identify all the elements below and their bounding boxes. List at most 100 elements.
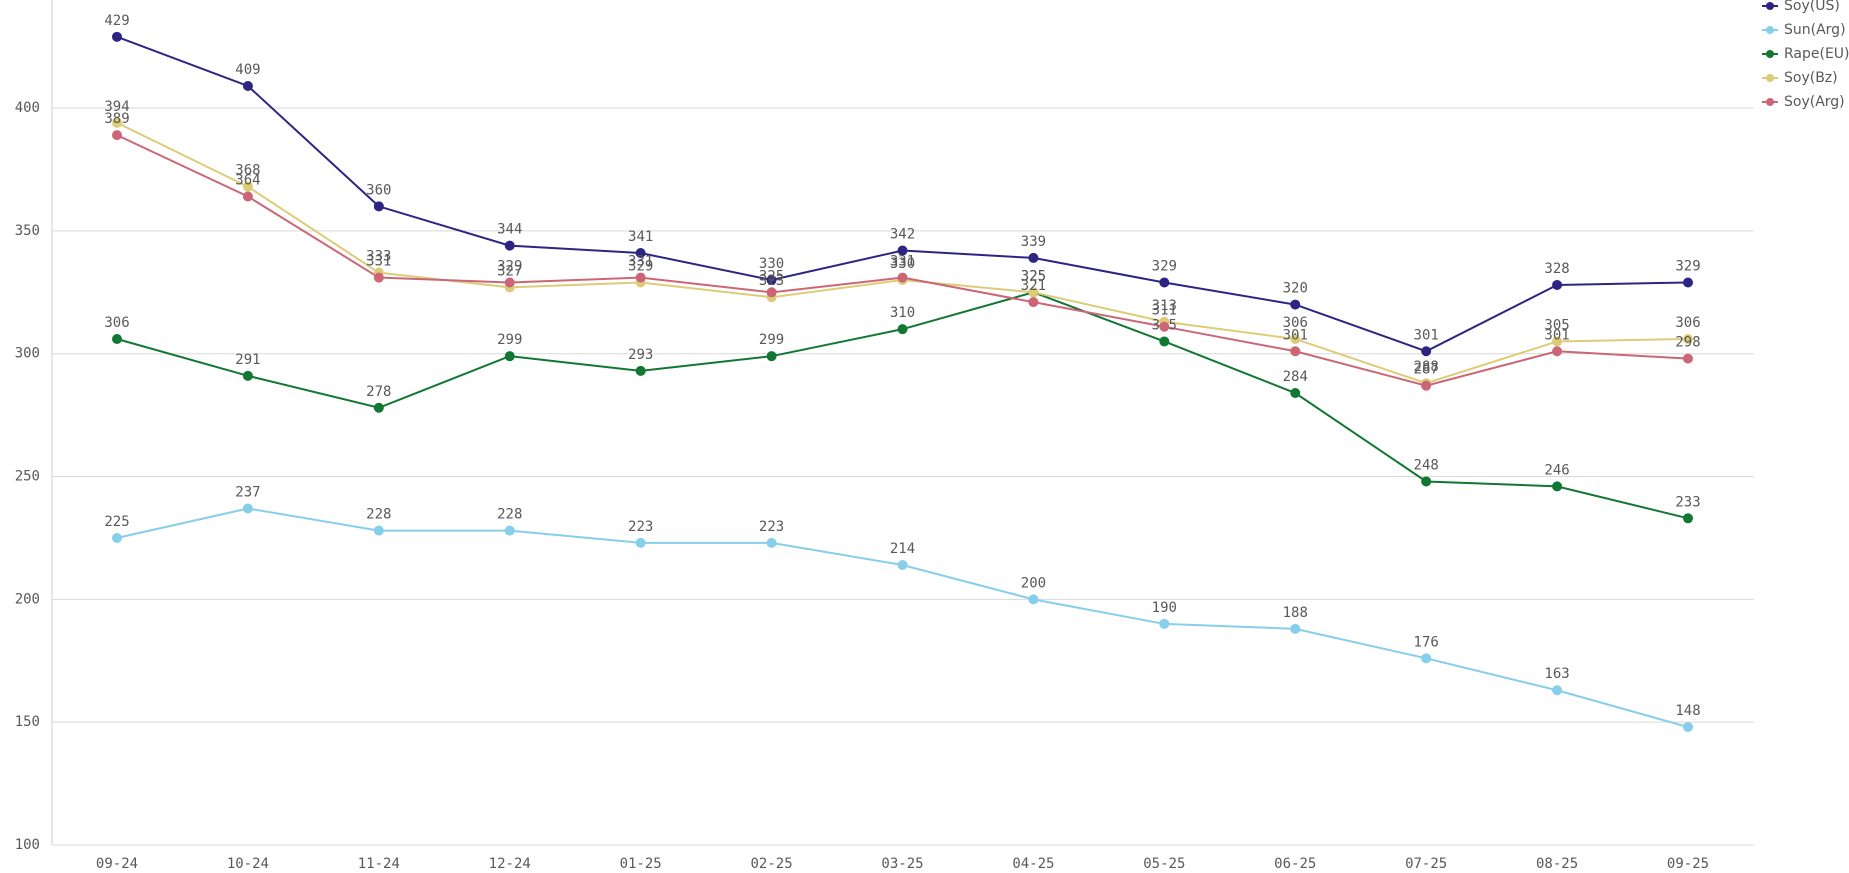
data-point	[504, 277, 515, 288]
data-point	[112, 31, 122, 42]
data-label: 333	[366, 249, 391, 265]
x-tick-label: 09-24	[96, 856, 138, 869]
legend-marker	[1766, 98, 1774, 106]
data-point	[766, 537, 777, 548]
data-label: 190	[1152, 600, 1177, 616]
data-label: 339	[1021, 234, 1046, 250]
data-label: 176	[1414, 634, 1439, 650]
data-label: 329	[628, 258, 653, 274]
data-label: 311	[1152, 303, 1177, 319]
x-tick-label: 11-24	[358, 856, 400, 869]
legend-marker	[1766, 74, 1774, 82]
data-point	[766, 287, 777, 298]
data-point	[1421, 653, 1432, 664]
data-label: 298	[1675, 335, 1700, 351]
data-label: 368	[235, 163, 260, 179]
legend-label: Soy(Bz)	[1784, 70, 1838, 86]
y-tick-label: 200	[15, 591, 40, 607]
legend-marker	[1766, 2, 1774, 10]
data-point	[1290, 388, 1301, 399]
data-label: 246	[1544, 462, 1569, 478]
data-label: 291	[235, 352, 260, 368]
data-label: 223	[628, 519, 653, 535]
x-tick-label: 05-25	[1143, 856, 1185, 869]
data-label: 225	[104, 514, 129, 530]
x-tick-label: 12-24	[489, 856, 531, 869]
data-point	[1683, 353, 1693, 364]
data-label: 344	[497, 222, 522, 238]
data-point	[1421, 380, 1432, 391]
data-point	[1683, 722, 1693, 733]
data-point	[1159, 336, 1170, 347]
x-tick-label: 03-25	[881, 856, 923, 869]
legend-label: Soy(Arg)	[1784, 94, 1845, 110]
data-point	[635, 537, 646, 548]
data-label: 325	[1021, 268, 1046, 284]
data-label: 188	[1283, 605, 1308, 621]
x-tick-label: 07-25	[1405, 856, 1447, 869]
data-point	[897, 272, 908, 283]
data-point	[1552, 685, 1563, 696]
data-point	[1421, 346, 1432, 357]
data-label: 293	[628, 347, 653, 363]
data-label: 287	[1414, 362, 1439, 378]
data-label: 360	[366, 182, 391, 198]
x-tick-label: 04-25	[1012, 856, 1054, 869]
data-label: 237	[235, 484, 260, 500]
data-point	[1290, 299, 1301, 310]
data-point	[897, 245, 908, 256]
legend-marker	[1766, 50, 1774, 58]
data-label: 200	[1021, 575, 1046, 591]
data-point	[635, 248, 646, 259]
data-point	[112, 117, 122, 128]
data-label: 233	[1675, 494, 1700, 510]
legend-label: Rape(EU)	[1784, 46, 1849, 62]
data-point	[504, 240, 515, 251]
data-label: 248	[1414, 457, 1439, 473]
data-label: 364	[235, 173, 260, 189]
data-point	[635, 365, 646, 376]
data-point	[242, 80, 253, 91]
data-label: 329	[1675, 258, 1700, 274]
data-label: 305	[1544, 317, 1569, 333]
data-point	[1028, 594, 1039, 605]
data-label: 323	[759, 273, 784, 289]
x-tick-label: 09-25	[1667, 856, 1709, 869]
data-label: 409	[235, 62, 260, 78]
data-label: 331	[628, 254, 653, 270]
data-label: 320	[1283, 281, 1308, 297]
data-point	[1552, 346, 1563, 357]
y-tick-label: 100	[15, 837, 40, 853]
data-label: 288	[1414, 359, 1439, 375]
y-tick-label: 250	[15, 469, 40, 485]
data-point	[1290, 623, 1301, 634]
data-point	[897, 559, 908, 570]
data-label: 331	[366, 254, 391, 270]
y-tick-label: 150	[15, 714, 40, 730]
data-point	[1028, 297, 1039, 308]
data-label: 328	[1544, 261, 1569, 277]
data-label: 163	[1544, 666, 1569, 682]
data-point	[112, 333, 122, 344]
data-label: 278	[366, 384, 391, 400]
data-point	[1159, 321, 1170, 332]
data-label: 330	[759, 256, 784, 272]
data-point	[242, 503, 253, 514]
data-label: 321	[1021, 278, 1046, 294]
legend-marker	[1766, 26, 1774, 34]
series-line	[116, 35, 1689, 353]
data-point	[1552, 279, 1563, 290]
data-label: 148	[1675, 703, 1700, 719]
x-tick-label: 02-25	[751, 856, 793, 869]
data-label: 228	[497, 507, 522, 523]
data-point	[242, 370, 253, 381]
data-point	[373, 272, 384, 283]
data-label: 330	[890, 256, 915, 272]
x-tick-label: 01-25	[620, 856, 662, 869]
data-label: 301	[1414, 327, 1439, 343]
x-tick-label: 08-25	[1536, 856, 1578, 869]
data-point	[242, 181, 253, 192]
data-point	[1159, 277, 1170, 288]
y-tick-label: 350	[15, 223, 40, 239]
